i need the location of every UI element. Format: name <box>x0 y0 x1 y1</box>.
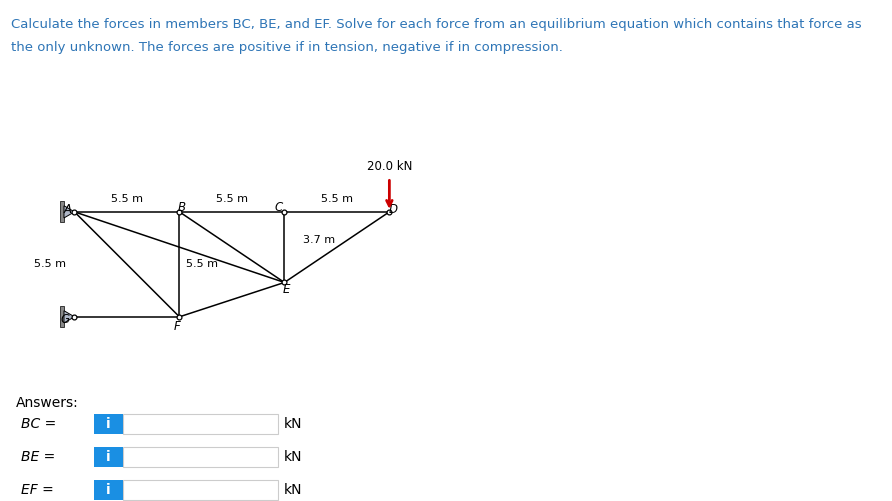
Text: i: i <box>106 450 111 464</box>
Polygon shape <box>64 311 74 323</box>
Text: BC =: BC = <box>21 417 57 431</box>
Text: B: B <box>178 201 186 214</box>
FancyBboxPatch shape <box>94 480 123 500</box>
Text: F: F <box>174 320 181 333</box>
Text: 3.7 m: 3.7 m <box>303 235 335 245</box>
Text: 5.5 m: 5.5 m <box>34 260 66 270</box>
Text: kN: kN <box>284 450 302 464</box>
FancyBboxPatch shape <box>94 447 123 467</box>
Text: 5.5 m: 5.5 m <box>186 260 219 270</box>
Text: G: G <box>60 313 69 326</box>
Text: i: i <box>106 417 111 431</box>
Text: Calculate the forces in members BC, BE, and EF. Solve for each force from an equ: Calculate the forces in members BC, BE, … <box>11 18 862 31</box>
Bar <box>60 201 63 222</box>
Text: Answers:: Answers: <box>16 396 78 410</box>
Text: 5.5 m: 5.5 m <box>216 194 248 204</box>
FancyBboxPatch shape <box>123 414 278 434</box>
Text: i: i <box>106 483 111 497</box>
Text: E: E <box>283 283 291 296</box>
Bar <box>60 306 63 327</box>
Text: A: A <box>63 203 71 216</box>
Text: kN: kN <box>284 417 302 431</box>
Text: the only unknown. The forces are positive if in tension, negative if in compress: the only unknown. The forces are positiv… <box>11 41 563 54</box>
Text: BE =: BE = <box>21 450 55 464</box>
FancyBboxPatch shape <box>123 480 278 500</box>
Text: EF =: EF = <box>21 483 54 497</box>
Text: 5.5 m: 5.5 m <box>321 194 353 204</box>
Text: 20.0 kN: 20.0 kN <box>367 160 412 173</box>
FancyBboxPatch shape <box>94 414 123 434</box>
Text: D: D <box>388 203 397 216</box>
Text: C: C <box>275 201 283 214</box>
Text: 5.5 m: 5.5 m <box>111 194 143 204</box>
Text: kN: kN <box>284 483 302 497</box>
Polygon shape <box>64 206 74 218</box>
FancyBboxPatch shape <box>123 447 278 467</box>
